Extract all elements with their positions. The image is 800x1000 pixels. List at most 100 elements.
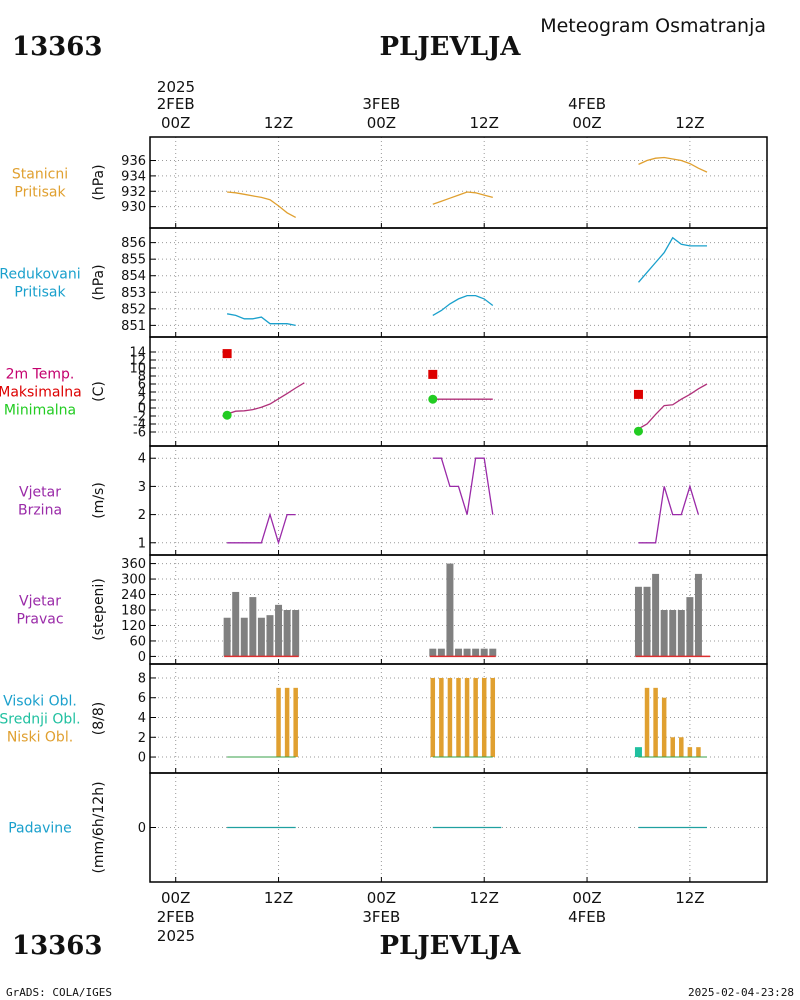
y-tick-label: 4 [138, 386, 146, 401]
y-tick-label: 60 [129, 634, 146, 649]
y-tick-label: 8 [138, 370, 146, 385]
direction-bar [429, 648, 437, 657]
max-temp-marker [222, 349, 232, 359]
series-line [226, 382, 305, 415]
direction-bar [686, 597, 694, 657]
low-cloud-bar [430, 677, 436, 758]
bottom-day-label: 4FEB [568, 908, 606, 926]
panel-label: Redukovani [0, 267, 81, 283]
unit-label: (hPa) [91, 164, 107, 200]
low-cloud-bar [473, 677, 478, 758]
y-tick-label: 10 [129, 362, 146, 377]
mid-cloud-bar [634, 747, 642, 758]
y-tick-label: 8 [138, 671, 146, 686]
station-name-top: PLJEVLJA [380, 32, 522, 62]
y-tick-label: 0 [138, 821, 146, 836]
direction-bar [652, 573, 660, 657]
panel-label: Visoki Obl. [3, 694, 77, 710]
y-tick-label: 6 [138, 378, 146, 393]
y-tick-label: 851 [121, 319, 146, 334]
y-tick-label: 856 [121, 236, 146, 251]
station-id-top: 13363 [12, 32, 102, 62]
panel-frame [149, 136, 768, 229]
top-hour-label: 00Z [367, 114, 396, 132]
low-cloud-bar [661, 697, 667, 758]
direction-bar [455, 648, 462, 657]
low-cloud-bar [653, 687, 658, 758]
low-cloud-bar [276, 687, 281, 758]
panel-label: Pritisak [14, 285, 66, 301]
series-line [432, 294, 494, 316]
y-tick-label: 0 [138, 751, 146, 766]
top-hour-label: 12Z [675, 114, 704, 132]
credit-text: GrADS: COLA/IGES [6, 986, 112, 999]
y-tick-label: -4 [133, 418, 146, 433]
panel-wind-speed: 1 2 3 4 Vjetar Brzina (m/s) [18, 445, 768, 556]
direction-bar [232, 591, 240, 657]
y-tick-label: 14 [129, 346, 146, 361]
direction-bar [463, 648, 471, 657]
top-hour-label: 00Z [572, 114, 601, 132]
low-cloud-bar [447, 677, 453, 758]
direction-bar [223, 617, 231, 657]
series-line [638, 383, 708, 430]
y-tick-label: 120 [121, 619, 146, 634]
top-day-label: 4FEB [568, 95, 606, 113]
bottom-hour-label: 00Z [367, 889, 396, 907]
min-temp-marker [428, 394, 438, 404]
direction-bar [489, 648, 497, 657]
direction-bar [240, 617, 248, 657]
bottom-hour-label: 12Z [264, 889, 293, 907]
series-line [638, 484, 700, 544]
low-cloud-bar [481, 677, 487, 758]
series-line [638, 236, 707, 283]
y-tick-label: 180 [121, 604, 146, 619]
direction-bar [283, 610, 291, 657]
direction-bar [669, 610, 677, 657]
y-tick-label: 852 [121, 302, 146, 317]
direction-bar [266, 615, 274, 657]
low-cloud-bar [644, 687, 650, 758]
y-tick-label: 853 [121, 286, 146, 301]
y-tick-label: 2 [138, 394, 146, 409]
low-cloud-bar [464, 677, 470, 758]
bottom-hour-label: 00Z [572, 889, 601, 907]
y-tick-label: -2 [133, 410, 146, 425]
y-tick-label: 300 [121, 573, 146, 588]
direction-bar [677, 610, 685, 657]
y-tick-label: 0 [138, 402, 146, 417]
panel-frame [149, 445, 768, 556]
station-name-bottom: PLJEVLJA [380, 931, 522, 961]
series-line [227, 512, 296, 546]
low-cloud-bar [284, 687, 290, 758]
panel-precipitation: 0 Padavine (mm/6h/12h) [8, 772, 768, 883]
unit-label: (stepeni) [91, 578, 107, 641]
panel-label: Pravac [16, 612, 63, 628]
max-temp-marker [633, 389, 643, 399]
direction-bar [660, 610, 668, 657]
panel-frame [149, 227, 768, 338]
panel-label: Maksimalna [0, 385, 82, 401]
y-tick-label: 12 [129, 354, 146, 369]
station-id-bottom: 13363 [12, 931, 102, 961]
panel-label: Srednji Obl. [0, 712, 81, 728]
min-temp-marker [633, 426, 643, 436]
unit-label: (mm/6h/12h) [91, 781, 107, 873]
direction-bar [292, 610, 300, 657]
y-tick-label: 6 [138, 691, 146, 706]
direction-bar [437, 648, 445, 657]
unit-label: (8/8) [91, 702, 107, 735]
low-cloud-bar [293, 687, 298, 758]
unit-label: (m/s) [91, 482, 107, 519]
y-tick-label: 2 [138, 508, 146, 523]
product-title: Meteogram Osmatranja [540, 15, 766, 37]
panel-label: Vjetar [19, 594, 61, 610]
series-line [226, 313, 296, 327]
bottom-day-label: 2FEB [157, 908, 195, 926]
y-tick-label: 930 [121, 200, 146, 215]
